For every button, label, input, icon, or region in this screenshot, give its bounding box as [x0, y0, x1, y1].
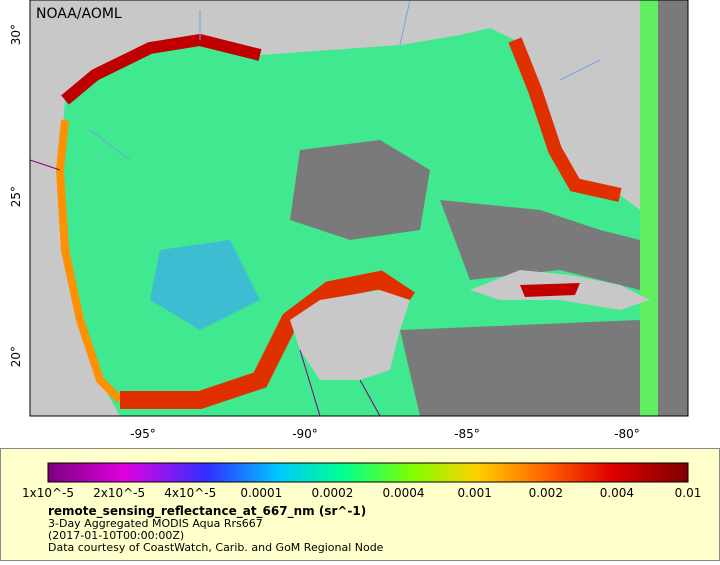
yucatan [290, 290, 410, 380]
rivers [89, 0, 601, 161]
blue-patch [150, 240, 260, 330]
colorbar-tick-label: 0.001 [457, 486, 491, 500]
colorbar-tick-label: 0.0001 [240, 486, 282, 500]
watermark: NOAA/AOML [36, 6, 122, 22]
lat-label: 20° [9, 346, 23, 367]
lon-label: -95° [130, 427, 156, 441]
map: NOAA/AOML [30, 0, 688, 416]
legend-description: 3-Day Aggregated MODIS Aqua Rrs667 [48, 517, 263, 530]
atlantic-gray [658, 0, 688, 416]
colorbar-tick-label: 1x10^-5 [22, 486, 74, 500]
atlantic-strip [640, 0, 658, 416]
colorbar-ticks: 1x10^-5 2x10^-5 4x10^-5 0.0001 0.0002 0.0004 0… [22, 486, 701, 500]
legend-credit: Data courtesy of CoastWatch, Carib. and … [48, 541, 384, 554]
cloud-gap [440, 200, 640, 290]
lon-label: -90° [292, 427, 318, 441]
lat-label: 30° [9, 24, 23, 45]
colorbar-tick-label: 0.01 [675, 486, 702, 500]
lon-label: -85° [454, 427, 480, 441]
cuba-shelf [520, 283, 580, 297]
colorbar [47, 462, 689, 483]
colorbar-tick-label: 4x10^-5 [164, 486, 216, 500]
cloud-gap [290, 140, 430, 240]
colorbar-tick-label: 0.004 [600, 486, 634, 500]
legend-time: (2017-01-10T00:00:00Z) [48, 529, 184, 542]
colorbar-tick-label: 0.002 [529, 486, 563, 500]
colorbar-tick-label: 2x10^-5 [93, 486, 145, 500]
map-frame [29, 0, 689, 417]
colorbar-tick-label: 0.0004 [383, 486, 425, 500]
borders [30, 159, 381, 416]
lon-label: -80° [614, 427, 640, 441]
coastal-high [61, 33, 262, 105]
legend-variable: remote_sensing_reflectance_at_667_nm (sr… [48, 504, 366, 519]
cloud-gap [400, 320, 640, 416]
lat-label: 25° [9, 186, 23, 207]
coastal-mid [55, 119, 123, 403]
colorbar-tick-label: 0.0002 [311, 486, 353, 500]
coastal-high [508, 37, 622, 202]
